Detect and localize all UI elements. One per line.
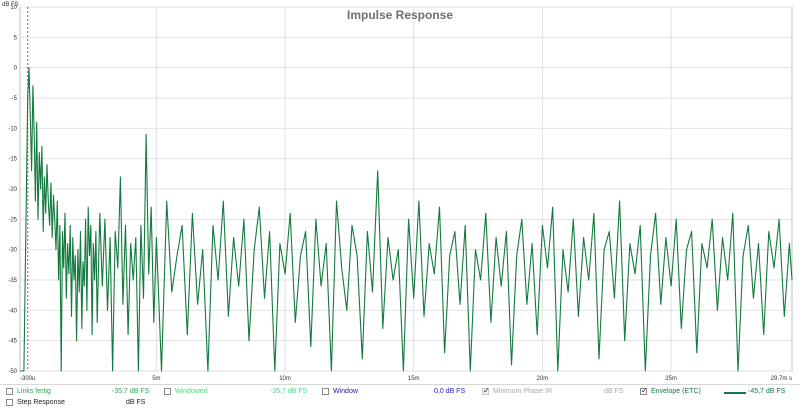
y-tick-label: 5	[14, 35, 18, 41]
links-fertig-checkbox[interactable]	[6, 388, 13, 395]
legend-item-links-fertig[interactable]: Links fertig	[6, 388, 51, 395]
y-tick-label: -45	[8, 339, 17, 345]
legend-item-step-response[interactable]: Step Response	[6, 399, 65, 406]
windowed-value: -35,7 dB FS	[270, 388, 308, 395]
legend-label: Links fertig	[17, 388, 51, 395]
legend-label: Windowed	[175, 388, 208, 395]
impulse-response-chart: 10 5 0 -5 -10 -15 -20 -25 -30 -35 -40 -45 -50 -300u 5…	[2, 2, 793, 382]
y-axis-label: dB FS	[2, 2, 19, 8]
legend-label: Step Response	[17, 399, 65, 406]
step-response-value: dB FS	[126, 399, 146, 406]
window-checkbox[interactable]	[322, 388, 329, 395]
y-tick-label: -40	[8, 308, 17, 314]
legend-label: Minimum Phase IR	[493, 388, 553, 395]
series-line-envelope-etc	[20, 67, 793, 372]
y-tick-label: -30	[8, 248, 17, 254]
step-response-checkbox[interactable]	[6, 399, 13, 406]
envelope-etc-value: -45,7 dB FS	[748, 388, 786, 395]
y-tick-label: -15	[8, 157, 17, 163]
x-tick-label: -300u	[20, 376, 35, 382]
legend-bar: Links fertig -35,7 dB FS Windowed -35,7 …	[0, 384, 800, 411]
y-tick-label: -20	[8, 187, 17, 193]
y-tick-label: 0	[14, 66, 18, 72]
envelope-etc-checkbox[interactable]	[640, 386, 648, 395]
legend-item-minimum-phase-ir[interactable]: Minimum Phase IR	[482, 386, 553, 395]
legend-item-window[interactable]: Window	[322, 388, 358, 395]
x-tick-label: 29.7m s	[771, 376, 792, 382]
y-tick-label: -5	[12, 96, 18, 102]
y-axis-ticks: 10 5 0 -5 -10 -15 -20 -25 -30 -35 -40 -45 -50	[8, 5, 17, 375]
grid	[20, 6, 792, 372]
x-tick-label: 20m	[537, 376, 549, 382]
y-tick-label: -35	[8, 278, 17, 284]
x-tick-label: 5m	[152, 376, 160, 382]
window-value: 0,0 dB FS	[434, 388, 466, 395]
legend-label: Window	[333, 388, 358, 395]
chart-title: Impulse Response	[347, 8, 453, 22]
envelope-etc-swatch	[724, 392, 746, 394]
legend-item-envelope-etc[interactable]: Envelope (ETC)	[640, 386, 701, 395]
y-tick-label: -10	[8, 126, 17, 132]
y-tick-label: -50	[8, 369, 17, 375]
x-tick-label: 15m	[408, 376, 420, 382]
y-tick-label: 10	[10, 5, 17, 11]
legend-label: Envelope (ETC)	[651, 388, 701, 395]
windowed-checkbox[interactable]	[164, 388, 171, 395]
x-tick-label: 25m	[665, 376, 677, 382]
x-axis-ticks: -300u 5m 10m 15m 20m 25m 29.7m s	[20, 376, 792, 382]
legend-item-windowed[interactable]: Windowed	[164, 388, 208, 395]
minimum-phase-ir-checkbox[interactable]	[482, 386, 490, 395]
links-fertig-value: -35,7 dB FS	[112, 388, 150, 395]
y-tick-label: -25	[8, 217, 17, 223]
x-tick-label: 10m	[279, 376, 291, 382]
series-layer	[20, 67, 793, 372]
minimum-phase-ir-value: dB FS	[604, 388, 624, 395]
